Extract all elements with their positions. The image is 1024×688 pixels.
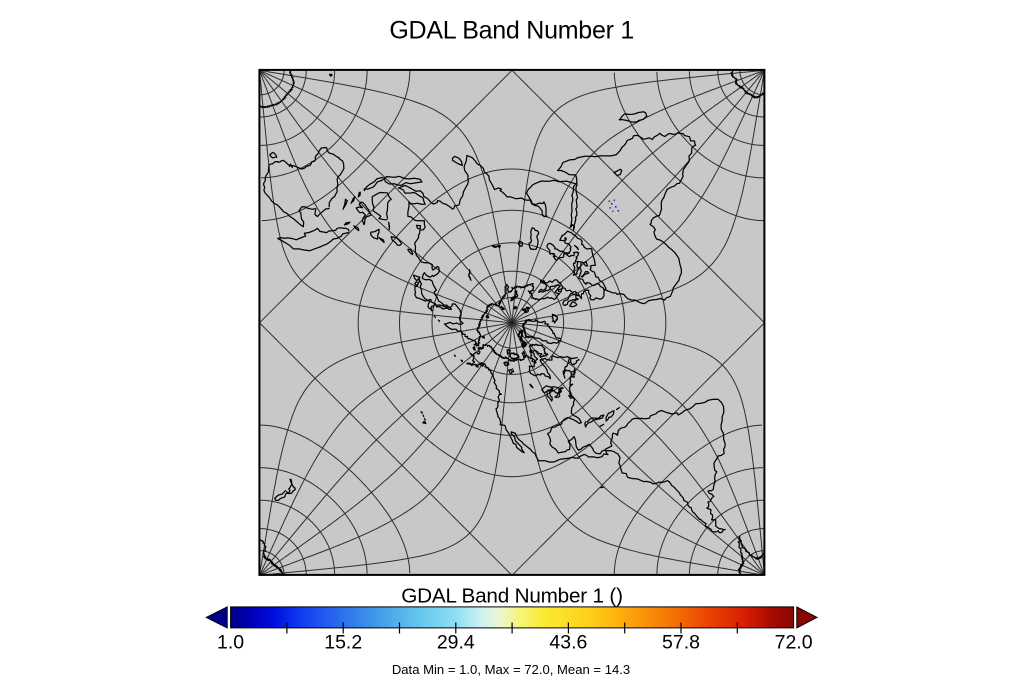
svg-text:43.6: 43.6 [549,632,587,654]
svg-text:29.4: 29.4 [437,632,475,654]
svg-text:1.0: 1.0 [217,632,244,654]
svg-text:15.2: 15.2 [324,632,362,654]
svg-text:57.8: 57.8 [662,632,700,654]
svg-text:72.0: 72.0 [775,632,813,654]
svg-text:Data Min = 1.0, Max = 72.0, Me: Data Min = 1.0, Max = 72.0, Mean = 14.3 [392,662,630,677]
svg-text:GDAL Band Number 1: GDAL Band Number 1 [389,17,634,45]
svg-text:GDAL Band Number 1 (): GDAL Band Number 1 () [401,585,623,608]
